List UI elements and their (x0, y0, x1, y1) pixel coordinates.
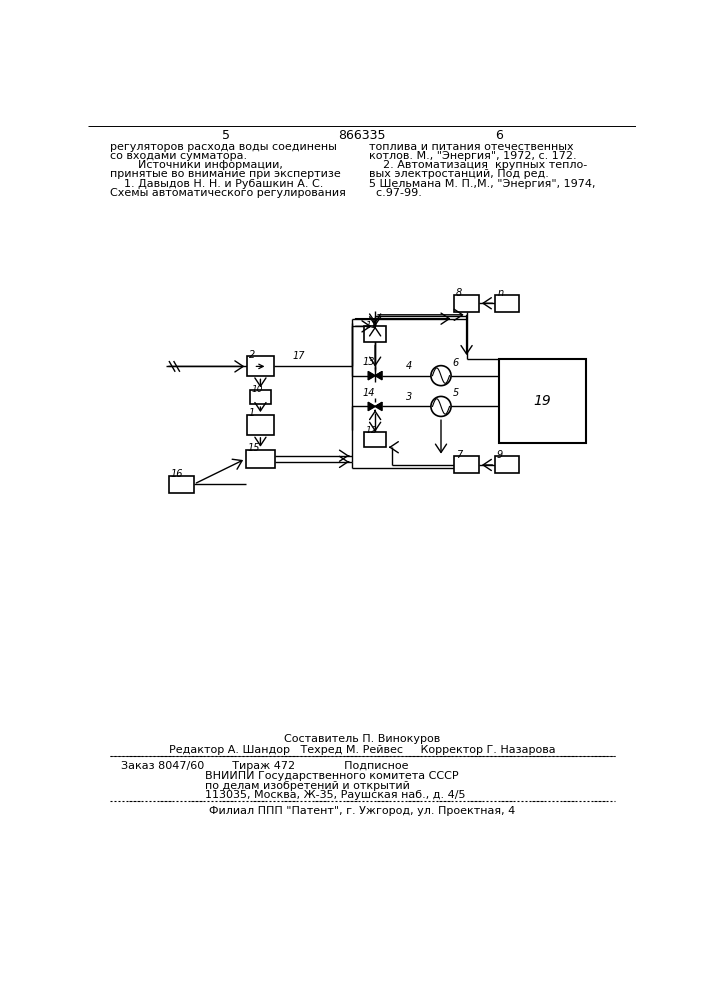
Text: ВНИИПИ Государственного комитета СССР: ВНИИПИ Государственного комитета СССР (204, 771, 458, 781)
Polygon shape (368, 371, 375, 380)
Text: 113035, Москва, Ж-35, Раушская наб., д. 4/5: 113035, Москва, Ж-35, Раушская наб., д. … (204, 790, 465, 800)
Bar (247, 356, 274, 376)
Text: 14: 14 (363, 388, 375, 398)
Text: n: n (498, 288, 503, 298)
Text: 6: 6 (495, 129, 503, 142)
Circle shape (431, 366, 451, 386)
Text: 13: 13 (363, 357, 375, 367)
Text: 19: 19 (534, 394, 551, 408)
Text: котлов. М., "Энергия", 1972, с. 172.: котлов. М., "Энергия", 1972, с. 172. (369, 151, 576, 161)
Bar (169, 476, 194, 493)
Text: 7: 7 (456, 450, 462, 460)
Bar (495, 456, 518, 473)
Bar (495, 295, 518, 312)
Text: 1: 1 (249, 408, 255, 418)
Bar (250, 390, 271, 404)
Text: 17: 17 (292, 351, 305, 361)
Text: 16: 16 (170, 469, 183, 479)
Text: Филиал ППП "Патент", г. Ужгород, ул. Проектная, 4: Филиал ППП "Патент", г. Ужгород, ул. Про… (209, 806, 515, 816)
Text: 2: 2 (249, 350, 255, 360)
Bar (364, 326, 386, 342)
Bar (454, 295, 479, 312)
Text: принятые во внимание при экспертизе: принятые во внимание при экспертизе (110, 169, 341, 179)
Bar (247, 415, 274, 435)
Text: топлива и питания отечественных: топлива и питания отечественных (369, 142, 573, 152)
Text: 3: 3 (406, 392, 412, 402)
Bar (499, 359, 586, 443)
Bar (454, 456, 479, 473)
Text: 15: 15 (247, 443, 259, 453)
Text: Составитель П. Винокуров: Составитель П. Винокуров (284, 734, 440, 744)
Text: 866335: 866335 (338, 129, 386, 142)
Text: Заказ 8047/60        Тираж 472              Подписное: Заказ 8047/60 Тираж 472 Подписное (121, 761, 409, 771)
Text: 5: 5 (452, 388, 459, 398)
Text: Схемы автоматического регулирования: Схемы автоматического регулирования (110, 188, 346, 198)
Circle shape (431, 396, 451, 416)
Polygon shape (375, 371, 382, 380)
Text: 8: 8 (456, 288, 462, 298)
Text: 6: 6 (452, 358, 459, 368)
Text: 11: 11 (366, 321, 378, 330)
Text: вых электростанций, Под ред.: вых электростанций, Под ред. (369, 169, 549, 179)
Text: 1. Давыдов Н. Н. и Рубашкин А. С.: 1. Давыдов Н. Н. и Рубашкин А. С. (110, 179, 323, 189)
Polygon shape (375, 402, 382, 411)
Text: 5: 5 (221, 129, 230, 142)
Bar (246, 450, 275, 468)
Text: 4: 4 (406, 361, 412, 371)
Polygon shape (368, 402, 375, 411)
Text: 10: 10 (251, 385, 262, 394)
Text: по делам изобретений и открытий: по делам изобретений и открытий (204, 781, 409, 791)
Text: Редактор А. Шандор   Техред М. Рейвес     Корректор Г. Назарова: Редактор А. Шандор Техред М. Рейвес Корр… (169, 745, 555, 755)
Text: со входами сумматора.: со входами сумматора. (110, 151, 247, 161)
Text: 12: 12 (366, 426, 378, 435)
Text: Источники информации,: Источники информации, (110, 160, 283, 170)
Text: с.97-99.: с.97-99. (369, 188, 422, 198)
Text: регуляторов расхода воды соединены: регуляторов расхода воды соединены (110, 142, 337, 152)
Text: 9: 9 (497, 450, 503, 460)
Bar (364, 432, 386, 447)
Text: 5 Шельмана М. П.,М., "Энергия", 1974,: 5 Шельмана М. П.,М., "Энергия", 1974, (369, 179, 595, 189)
Text: 2. Автоматизация  крупных тепло-: 2. Автоматизация крупных тепло- (369, 160, 588, 170)
